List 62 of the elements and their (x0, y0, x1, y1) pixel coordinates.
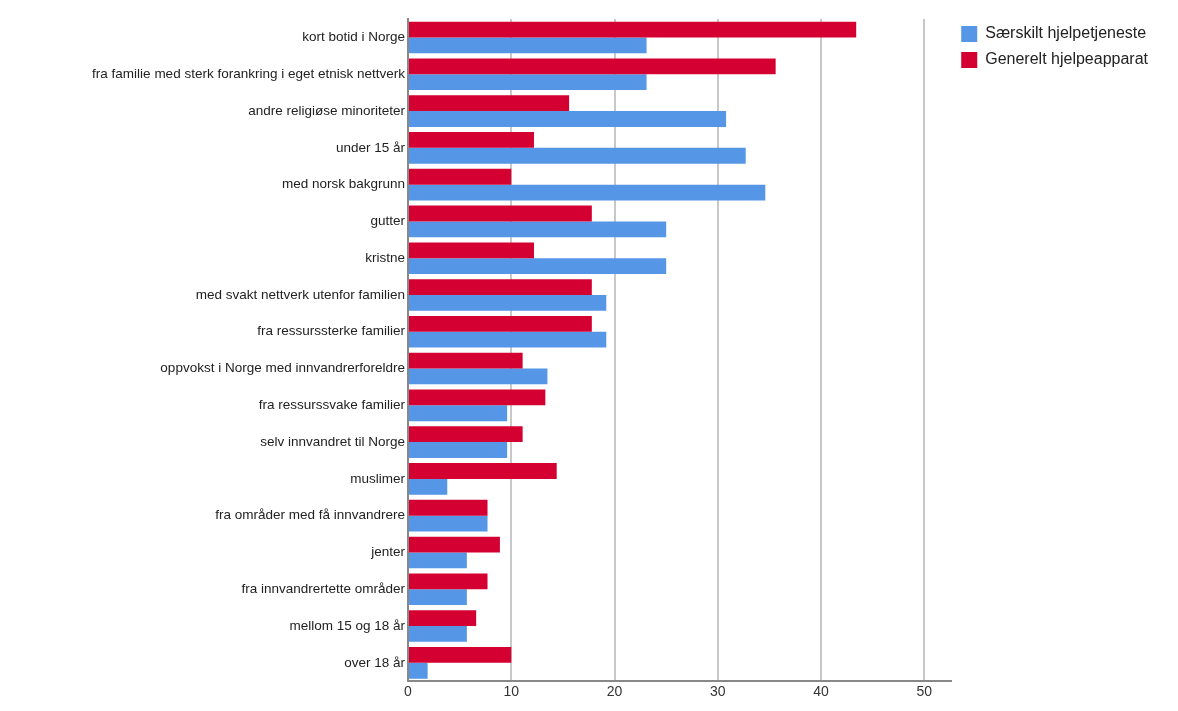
bar (409, 168, 512, 185)
y-tick-label: kristne (365, 249, 405, 265)
y-tick-label: med svakt nettverk utenfor familien (195, 286, 405, 302)
y-tick-label: fra ressurssterke familier (257, 323, 406, 339)
y-tick-label: fra ressurssvake familier (258, 397, 406, 413)
x-tick-label: 10 (503, 683, 520, 700)
bar (409, 478, 448, 495)
bar (409, 147, 746, 164)
bar (409, 610, 477, 627)
y-tick-label: oppvokst i Norge med innvandrerforeldre (160, 360, 405, 376)
y-tick-label: muslimer (350, 470, 406, 486)
bar (409, 258, 667, 275)
bar (409, 646, 512, 663)
y-tick-label: jenter (370, 544, 406, 560)
bar (409, 21, 857, 38)
bar (409, 315, 592, 332)
y-tick-label: andre religiøse minoriteter (248, 102, 406, 118)
bar (409, 662, 428, 679)
bar (409, 111, 727, 127)
bar (409, 58, 776, 75)
y-tick-label: over 18 år (344, 654, 406, 670)
y-tick-label: med norsk bakgrunn (281, 176, 405, 192)
bar (409, 221, 667, 238)
bar (409, 279, 592, 295)
bar (409, 352, 523, 369)
bar (409, 536, 500, 553)
bar (409, 589, 467, 606)
bar (409, 74, 647, 91)
bar (409, 515, 488, 532)
bar (409, 405, 508, 422)
bar (409, 294, 607, 311)
x-tick-label: 30 (710, 683, 726, 700)
bar (409, 463, 557, 479)
legend-label: Særskilt hjelpetjeneste (985, 24, 1147, 42)
bar (409, 426, 523, 443)
bar (409, 442, 508, 458)
bar (409, 132, 534, 148)
bar (409, 331, 607, 348)
x-tick-label: 0 (404, 683, 413, 700)
bar (409, 205, 592, 222)
y-tick-label: mellom 15 og 18 år (289, 617, 406, 633)
y-tick-label: fra innvandrertette områder (241, 580, 406, 596)
y-tick-label: fra familie med sterk forankring i eget etnisk nettverk (92, 65, 406, 81)
y-tick-label: kort botid i Norge (302, 29, 405, 45)
bar (409, 552, 467, 569)
y-tick-label: fra områder med få innvandrere (215, 507, 405, 523)
x-tick-label: 50 (916, 683, 933, 700)
bar (409, 368, 548, 385)
bar (409, 37, 647, 54)
legend-label: Generelt hjelpeapparat (985, 50, 1149, 68)
bar (409, 184, 766, 201)
x-tick-label: 40 (813, 683, 830, 700)
bar (409, 242, 534, 259)
bar (409, 573, 488, 590)
bar (409, 626, 467, 642)
bar (409, 95, 570, 112)
y-tick-label: under 15 år (335, 139, 406, 155)
y-tick-label: gutter (370, 213, 406, 229)
bar (409, 389, 546, 406)
bar (409, 499, 488, 516)
y-tick-label: selv innvandret til Norge (260, 433, 405, 449)
x-tick-label: 20 (606, 683, 623, 700)
